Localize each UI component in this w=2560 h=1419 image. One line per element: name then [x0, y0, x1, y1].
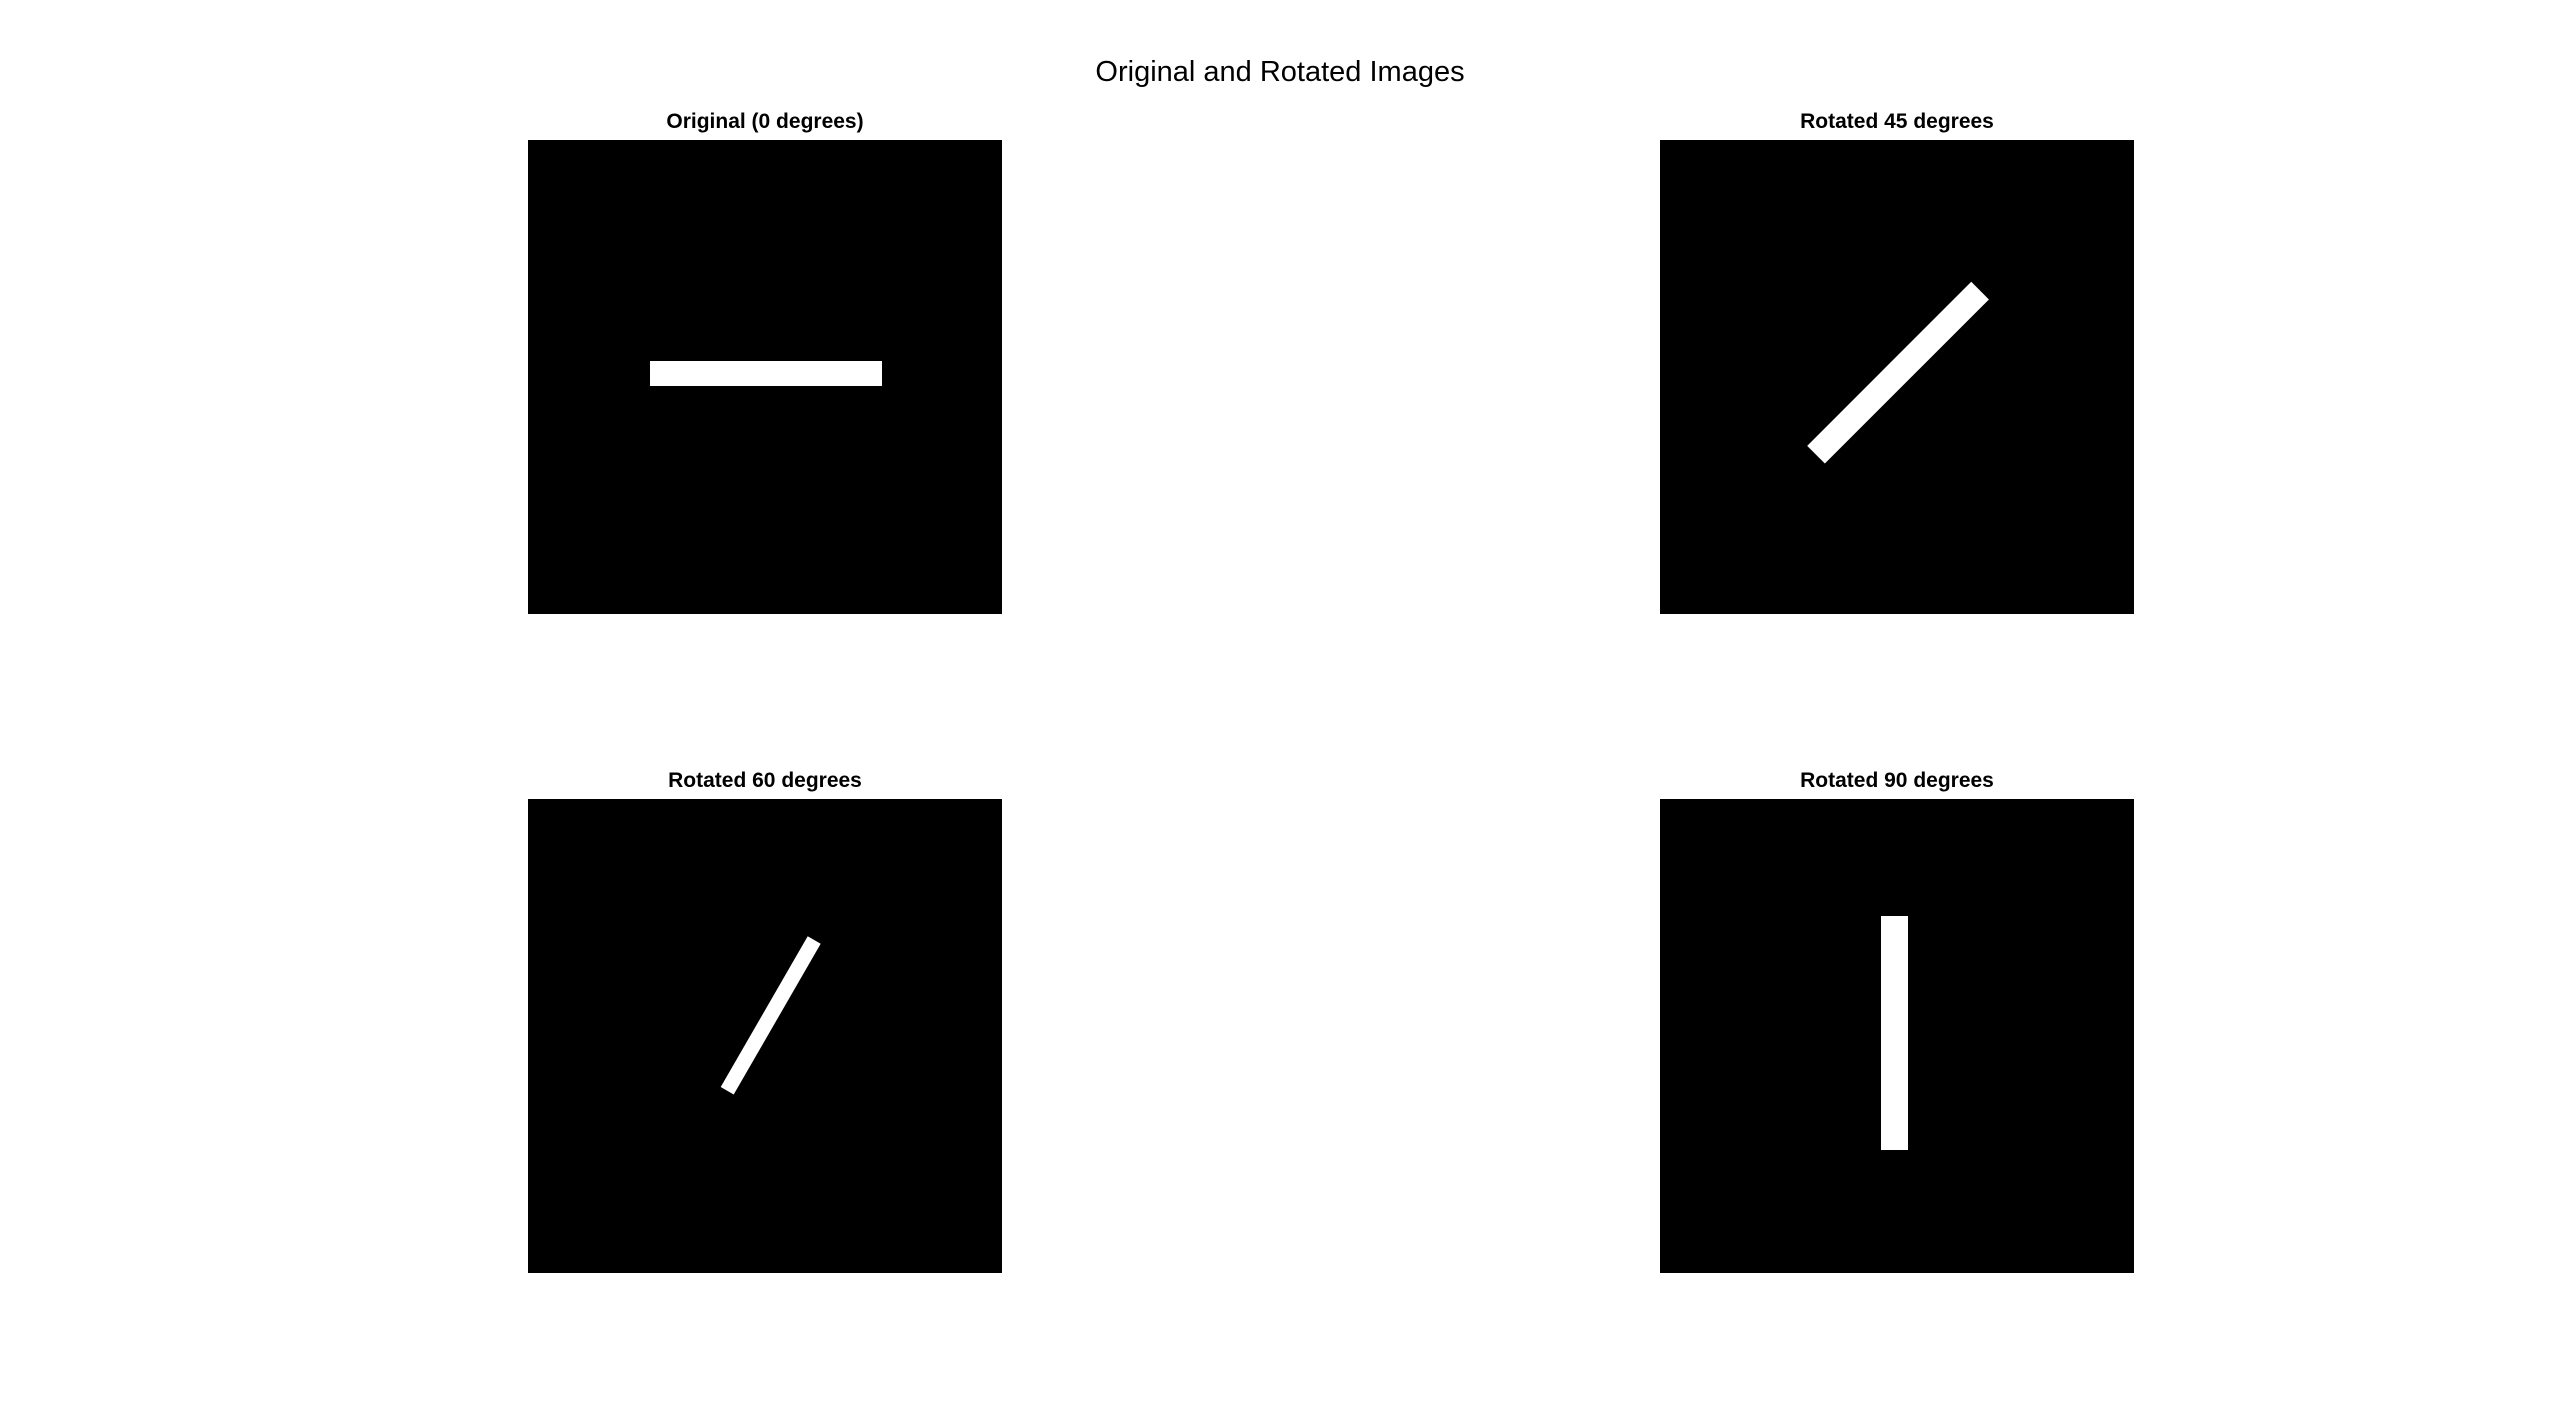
figure-title: Original and Rotated Images	[1095, 56, 1465, 88]
image-rotated-45-canvas	[1807, 281, 1989, 464]
image-rotated-60	[528, 799, 1002, 1273]
bar-shape	[720, 936, 821, 1095]
panel-title-rotated-90: Rotated 90 degrees	[1800, 769, 1994, 792]
image-original	[528, 140, 1002, 614]
image-original-canvas	[650, 361, 882, 386]
image-rotated-90	[1660, 799, 2134, 1273]
panel-title-rotated-45: Rotated 45 degrees	[1800, 110, 1994, 133]
image-rotated-45	[1660, 140, 2134, 614]
panel-title-original: Original (0 degrees)	[666, 110, 864, 133]
bar-shape	[1881, 916, 1908, 1150]
image-rotated-90-canvas	[1881, 916, 1908, 1150]
panel-title-rotated-60: Rotated 60 degrees	[668, 769, 862, 792]
bar-shape	[650, 361, 882, 386]
image-rotated-60-canvas	[720, 936, 821, 1095]
bar-shape	[1807, 281, 1989, 464]
